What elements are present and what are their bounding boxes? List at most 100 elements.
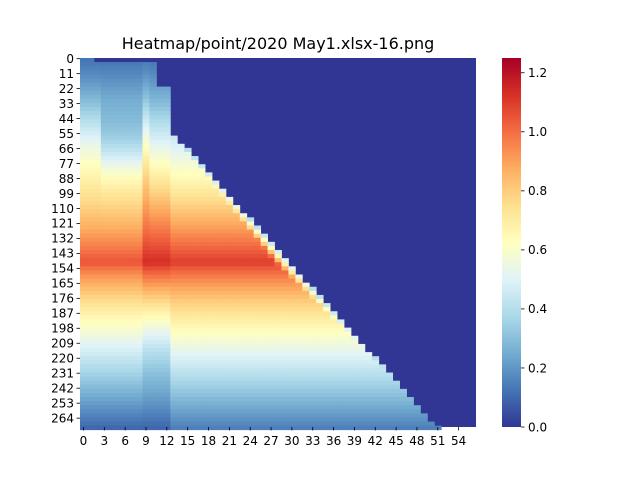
heatmap-cell [142, 78, 150, 83]
heatmap-cell [302, 331, 310, 337]
heatmap-cell [93, 225, 102, 230]
heatmap-cell [114, 307, 123, 312]
heatmap-cell [337, 360, 345, 365]
heatmap-cell [121, 249, 130, 255]
heatmap-cell [114, 417, 123, 422]
heatmap-cell [260, 323, 268, 328]
heatmap-cell [163, 131, 171, 137]
heatmap-cell [302, 425, 310, 431]
heatmap-cell [225, 348, 234, 353]
heatmap-cell [149, 245, 157, 251]
heatmap-cell [205, 323, 213, 328]
heatmap-cell [205, 188, 213, 194]
heatmap-cell [232, 315, 241, 320]
heatmap-cell [420, 425, 428, 431]
heatmap-cell [142, 82, 150, 87]
heatmap-cell [253, 303, 262, 308]
heatmap-cell [170, 151, 178, 157]
heatmap-cell [170, 258, 178, 263]
heatmap-cell [163, 401, 171, 406]
heatmap-cell [135, 86, 143, 92]
heatmap-cell [135, 323, 143, 328]
heatmap-cell [184, 339, 192, 345]
heatmap-cell [80, 270, 88, 275]
heatmap-cell [80, 205, 88, 210]
heatmap-cell [114, 245, 123, 251]
heatmap-cell [100, 74, 109, 79]
heatmap-cell [163, 331, 171, 337]
heatmap-cell [260, 233, 268, 239]
heatmap-cell [232, 217, 241, 222]
heatmap-cell [163, 282, 171, 288]
heatmap-cell [121, 180, 130, 186]
heatmap-cell [93, 266, 102, 271]
heatmap-cell [156, 356, 164, 361]
heatmap-cell [378, 364, 387, 369]
heatmap-cell [80, 368, 88, 373]
heatmap-cell [80, 339, 88, 345]
heatmap-cell [225, 225, 234, 230]
heatmap-cell [295, 356, 303, 361]
heatmap-cell [142, 119, 150, 124]
heatmap-cell [212, 376, 220, 382]
heatmap-cell [86, 74, 95, 79]
heatmap-cell [80, 360, 88, 365]
heatmap-cell [142, 254, 150, 259]
heatmap-cell [316, 299, 324, 304]
heatmap-cell [399, 405, 407, 410]
heatmap-cell [128, 143, 136, 149]
heatmap-cell [128, 221, 136, 226]
heatmap-cell [253, 294, 262, 300]
heatmap-cell [135, 376, 143, 382]
heatmap-cell [128, 98, 136, 104]
heatmap-cell [107, 294, 116, 300]
heatmap-cell [191, 176, 199, 181]
heatmap-cell [170, 417, 178, 422]
heatmap-cell [205, 348, 213, 353]
heatmap-cell [281, 392, 289, 398]
heatmap-cell [149, 376, 157, 382]
heatmap-cell [177, 339, 185, 345]
heatmap-cell [177, 380, 185, 386]
heatmap-cell [107, 254, 116, 259]
heatmap-cell [121, 168, 130, 173]
heatmap-cell [316, 397, 324, 402]
heatmap-cell [205, 200, 213, 206]
heatmap-cell [163, 368, 171, 373]
heatmap-cell [135, 368, 143, 373]
heatmap-cell [170, 188, 178, 194]
heatmap-cell [121, 339, 130, 345]
heatmap-cell [107, 147, 116, 153]
heatmap-cell [184, 184, 192, 190]
heatmap-cell [100, 168, 109, 173]
heatmap-cell [121, 82, 130, 87]
heatmap-cell [246, 294, 255, 300]
heatmap-cell [323, 425, 331, 431]
heatmap-cell [135, 233, 143, 239]
heatmap-cell [86, 364, 95, 369]
heatmap-cell [330, 401, 338, 406]
heatmap-cell [93, 335, 102, 341]
heatmap-cell [267, 270, 275, 275]
heatmap-cell [107, 376, 116, 382]
heatmap-cell [330, 380, 338, 386]
heatmap-cell [93, 111, 102, 116]
heatmap-cell [156, 278, 164, 284]
heatmap-cell [205, 282, 213, 288]
heatmap-cell [163, 409, 171, 414]
heatmap-cell [330, 343, 338, 349]
heatmap-cell [295, 274, 303, 279]
heatmap-cell [80, 388, 88, 394]
heatmap-cell [212, 205, 220, 210]
heatmap-cell [274, 360, 282, 365]
heatmap-cell [191, 254, 199, 259]
heatmap-cell [149, 98, 157, 104]
heatmap-cell [420, 417, 428, 422]
heatmap-cell [142, 200, 150, 206]
heatmap-cell [225, 397, 234, 402]
heatmap-cell [80, 409, 88, 414]
heatmap-cell [337, 343, 345, 349]
heatmap-cell [198, 368, 206, 373]
heatmap-cell [149, 176, 157, 181]
heatmap-cell [239, 282, 248, 288]
